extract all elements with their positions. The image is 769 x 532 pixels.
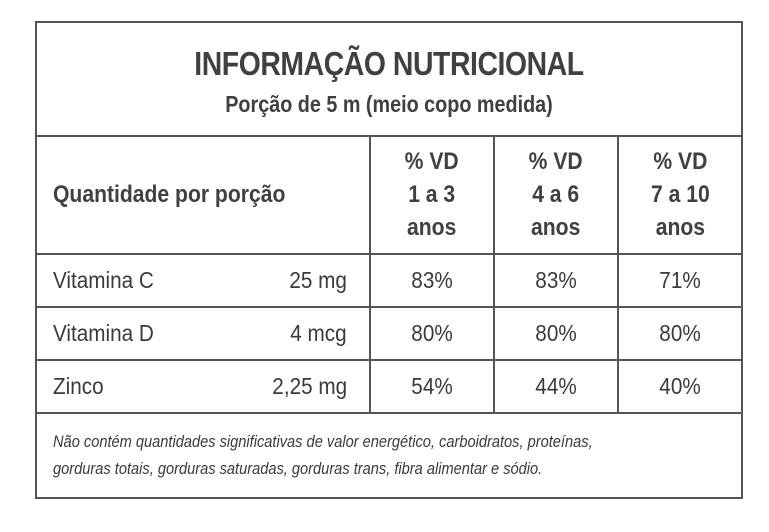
- vd-value: 80%: [369, 307, 494, 361]
- table-header-row: Quantidade por porção % VD 1 a 3 anos % VD…: [37, 135, 741, 255]
- footnote-line: gorduras totais, gorduras saturadas, gor…: [53, 459, 543, 478]
- vd-column-header-1-3: % VD 1 a 3 anos: [369, 135, 494, 255]
- label-header: INFORMAÇÃO NUTRICIONAL Porção de 5 m (me…: [37, 23, 741, 137]
- vd-column-header-7-10: % VD 7 a 10 anos: [617, 135, 741, 255]
- table-row: Vitamina D 4 mcg 80% 80% 80%: [37, 307, 741, 361]
- vd-value: 80%: [493, 307, 618, 361]
- vd-value: 54%: [369, 360, 494, 414]
- footnote-line: Não contém quantidades significativas de…: [53, 432, 593, 451]
- footnote: Não contém quantidades significativas de…: [53, 428, 741, 482]
- nutrient-name: Vitamina D: [53, 320, 154, 346]
- quantity-column-header: Quantidade por porção: [37, 135, 370, 255]
- table-row: Vitamina C 25 mg 83% 83% 71%: [37, 254, 741, 308]
- vd-value: 83%: [369, 254, 494, 308]
- vd-value: 80%: [617, 307, 741, 361]
- nutrient-cell: Vitamina D 4 mcg: [37, 307, 370, 361]
- nutrient-amount: 25 mg: [289, 267, 347, 293]
- vd-value: 71%: [617, 254, 741, 308]
- nutrient-cell: Vitamina C 25 mg: [37, 254, 370, 308]
- nutrition-table: Quantidade por porção % VD 1 a 3 anos % VD…: [37, 135, 741, 414]
- nutrient-amount: 4 mcg: [290, 320, 347, 346]
- vd-value: 44%: [493, 360, 618, 414]
- table-row: Zinco 2,25 mg 54% 44% 40%: [37, 360, 741, 414]
- nutrient-name: Zinco: [53, 373, 104, 399]
- serving-size: Porção de 5 m (meio copo medida): [225, 91, 553, 117]
- nutrient-cell: Zinco 2,25 mg: [37, 360, 370, 414]
- vd-value: 83%: [493, 254, 618, 308]
- nutrition-facts-label: INFORMAÇÃO NUTRICIONAL Porção de 5 m (me…: [35, 21, 743, 499]
- label-title: INFORMAÇÃO NUTRICIONAL: [194, 45, 584, 82]
- vd-value: 40%: [617, 360, 741, 414]
- nutrient-name: Vitamina C: [53, 267, 154, 293]
- vd-column-header-4-6: % VD 4 a 6 anos: [493, 135, 618, 255]
- nutrient-amount: 2,25 mg: [272, 373, 347, 399]
